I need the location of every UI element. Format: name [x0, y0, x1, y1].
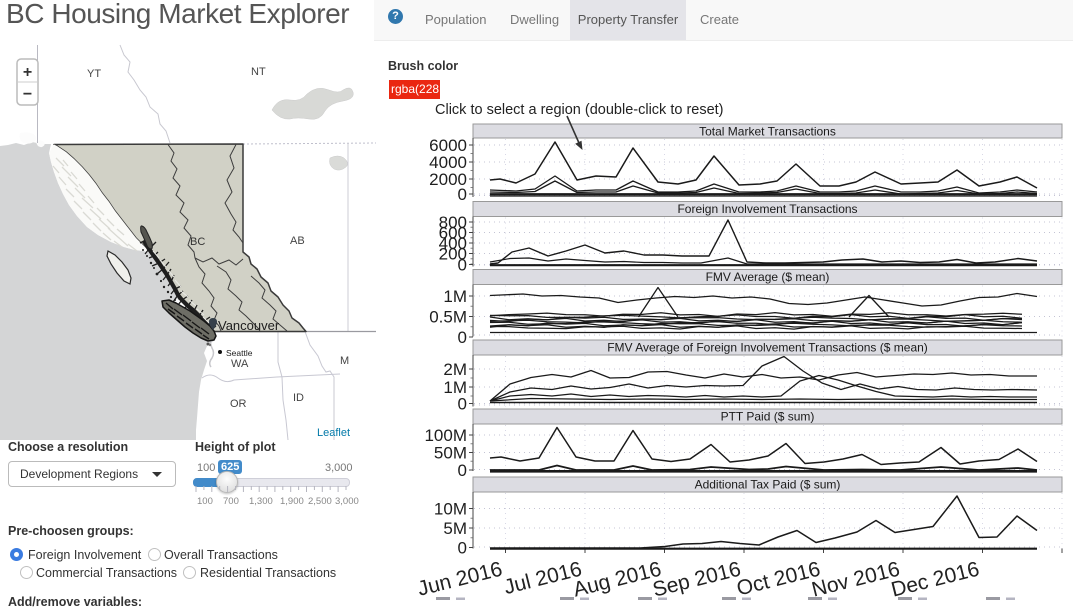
svg-text:BC: BC: [190, 236, 205, 248]
svg-text:Additional Tax Paid ($ sum): Additional Tax Paid ($ sum): [695, 478, 841, 492]
svg-text:+: +: [23, 64, 32, 81]
svg-text:Seattle: Seattle: [226, 348, 253, 358]
svg-text:0: 0: [458, 461, 467, 480]
svg-text:100M: 100M: [424, 426, 467, 445]
svg-text:Jun 2016: Jun 2016: [415, 558, 504, 600]
svg-text:0: 0: [458, 539, 467, 558]
svg-text:1M: 1M: [443, 287, 467, 306]
svg-text:Dec 2016: Dec 2016: [889, 558, 982, 600]
svg-text:0: 0: [458, 256, 467, 275]
svg-text:5M: 5M: [443, 519, 467, 538]
svg-text:2000: 2000: [429, 170, 467, 189]
svg-text:1M: 1M: [443, 378, 467, 397]
svg-text:6000: 6000: [429, 136, 467, 155]
svg-text:PTT Paid ($ sum): PTT Paid ($ sum): [721, 410, 815, 424]
svg-text:−: −: [23, 86, 32, 103]
svg-text:400: 400: [439, 234, 467, 253]
svg-text:FMV Average ($ mean): FMV Average ($ mean): [706, 270, 830, 284]
svg-text:800: 800: [439, 213, 467, 232]
svg-text:NT: NT: [251, 66, 266, 78]
svg-text:Total Market Transactions: Total Market Transactions: [699, 125, 836, 139]
svg-text:4000: 4000: [429, 153, 467, 172]
svg-text:0: 0: [458, 328, 467, 347]
svg-text:600: 600: [439, 224, 467, 243]
svg-text:2M: 2M: [443, 360, 467, 379]
svg-text:M: M: [340, 355, 349, 367]
svg-text:Foreign Involvement Transactio: Foreign Involvement Transactions: [677, 202, 857, 216]
svg-text:ID: ID: [293, 392, 304, 404]
svg-text:WA: WA: [231, 358, 249, 370]
svg-text:200: 200: [439, 245, 467, 264]
svg-text:0: 0: [458, 185, 467, 204]
svg-text:50M: 50M: [434, 444, 467, 463]
svg-text:FMV Average of Foreign Involve: FMV Average of Foreign Involvement Trans…: [607, 341, 928, 355]
svg-text:AB: AB: [290, 235, 305, 247]
svg-text:OR: OR: [230, 398, 247, 410]
svg-text:10M: 10M: [434, 500, 467, 519]
svg-text:0: 0: [458, 395, 467, 414]
svg-text:0.5M: 0.5M: [429, 308, 467, 327]
svg-text:YT: YT: [87, 68, 101, 80]
svg-text:Vancouver: Vancouver: [218, 318, 280, 333]
svg-text:Sep 2016: Sep 2016: [650, 558, 743, 600]
svg-text:Leaflet: Leaflet: [317, 427, 350, 439]
